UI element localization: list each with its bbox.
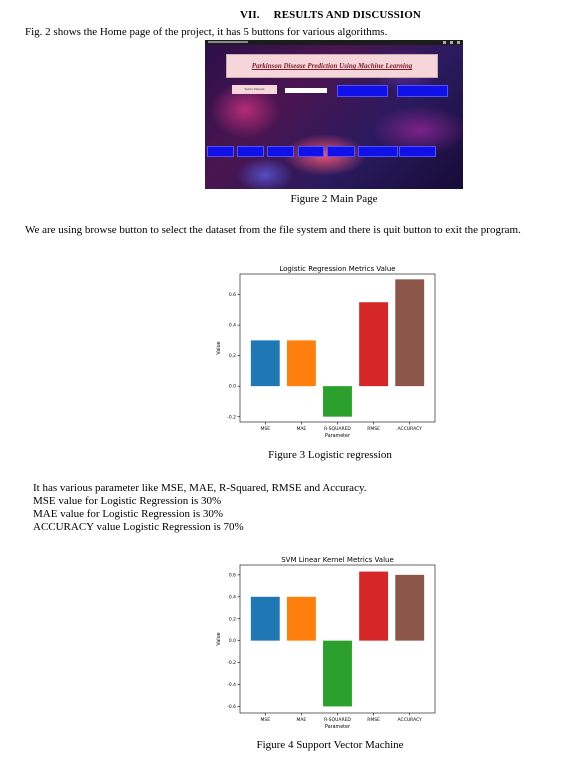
lr-chart-bar-rmse [359, 302, 389, 387]
lr-chart-xtick-label: MSE [260, 426, 270, 432]
lr-chart-ylabel: Value [216, 341, 222, 354]
lr-chart-ytick-label: -0.2 [227, 414, 236, 420]
svm-chart-ylabel: Value [216, 632, 222, 645]
intro-paragraph: Fig. 2 shows the Home page of the projec… [25, 26, 388, 38]
lr-chart-bar-mse [250, 340, 280, 387]
svm-chart-ytick-label: 0.0 [229, 638, 236, 644]
svm-chart-ytick-label: 0.2 [229, 616, 236, 622]
lr-chart-title: Logistic Regression Metrics Value [279, 265, 395, 273]
lr-chart-ytick-label: 0.2 [229, 353, 236, 359]
dataset-path-field [285, 88, 327, 93]
algorithm-button-1 [207, 146, 234, 157]
svm-chart-bar-mse [250, 596, 280, 641]
svm-chart-xtick-label: R-SQUARED [324, 717, 351, 723]
browse-paragraph: We are using browse button to select the… [25, 224, 521, 236]
svm-chart-bar-rmse [359, 571, 389, 641]
algorithm-button-3 [267, 146, 294, 157]
figure-2-caption: Figure 2 Main Page [290, 193, 378, 205]
lr-chart-xtick-label: R-SQUARED [324, 426, 351, 432]
svm-chart-ytick-label: -0.4 [227, 682, 236, 688]
svm-chart-svg: SVM Linear Kernel Metrics Value -0.6 -0.4 -… [216, 556, 436, 730]
lr-chart-ytick-label: 0.0 [229, 384, 236, 390]
lr-chart-bar-accuracy [395, 279, 425, 387]
close-icon [457, 41, 460, 44]
quit-button [397, 85, 448, 97]
app-title-banner: Parkinson Disease Prediction Using Machi… [226, 54, 438, 78]
svm-chart-ytick-label: -0.6 [227, 704, 236, 710]
svm-chart-bar-mae [286, 596, 316, 641]
svm-chart-title: SVM Linear Kernel Metrics Value [281, 556, 394, 564]
svm-chart-xtick-label: MAE [296, 717, 306, 723]
browse-button [337, 85, 388, 97]
lr-chart-bar-r-squared [323, 386, 352, 417]
svm-chart: SVM Linear Kernel Metrics Value -0.6 -0.4 -… [210, 553, 450, 736]
svm-chart-bar-r-squared [323, 640, 352, 707]
figure-4-caption: Figure 4 Support Vector Machine [256, 739, 404, 751]
algorithm-button-7 [399, 146, 436, 157]
window-title-bar [205, 40, 463, 45]
lr-chart-bar-mae [286, 340, 316, 387]
section-heading: VII. RESULTS AND DISCUSSION [240, 9, 421, 22]
lr-line-4: ACCURACY value Logistic Regression is 70… [33, 521, 244, 533]
lr-line-1: It has various parameter like MSE, MAE, … [33, 482, 367, 494]
minimize-icon [443, 41, 446, 44]
main-page-screenshot: Parkinson Disease Prediction Using Machi… [205, 40, 463, 189]
algorithm-button-6 [358, 146, 398, 157]
logistic-regression-chart: Logistic Regression Metrics Value -0.2 0.0… [210, 262, 450, 445]
maximize-icon [450, 41, 453, 44]
svm-chart-xtick-label: RMSE [367, 717, 380, 723]
lr-chart-xlabel: Parameter [325, 433, 350, 439]
lr-chart-xtick-label: RMSE [367, 426, 380, 432]
svm-chart-ytick-label: 0.4 [229, 594, 236, 600]
lr-line-2: MSE value for Logistic Regression is 30% [33, 495, 222, 507]
figure-3-caption: Figure 3 Logistic regression [268, 449, 392, 461]
section-title: RESULTS AND DISCUSSION [273, 9, 421, 21]
svm-chart-xlabel: Parameter [325, 724, 350, 730]
algorithm-button-5 [327, 146, 355, 157]
select-dataset-button: Select Dataset [232, 85, 277, 94]
lr-chart-ytick-label: 0.4 [229, 323, 236, 329]
svm-chart-bar-accuracy [395, 574, 425, 641]
lr-line-3: MAE value for Logistic Regression is 30% [33, 508, 224, 520]
svm-chart-ytick-label: -0.2 [227, 660, 236, 666]
svm-chart-ytick-label: 0.6 [229, 572, 236, 578]
logistic-regression-chart-svg: Logistic Regression Metrics Value -0.2 0.0… [216, 265, 436, 439]
algorithm-button-4 [298, 146, 324, 157]
section-number: VII. [240, 9, 260, 21]
svm-chart-xtick-label: MSE [260, 717, 270, 723]
lr-chart-ytick-label: 0.6 [229, 292, 236, 298]
lr-chart-xtick-label: ACCURACY [398, 426, 423, 432]
svm-chart-xtick-label: ACCURACY [398, 717, 423, 723]
window-title-placeholder [208, 41, 248, 43]
lr-chart-xtick-label: MAE [296, 426, 306, 432]
algorithm-button-2 [237, 146, 264, 157]
